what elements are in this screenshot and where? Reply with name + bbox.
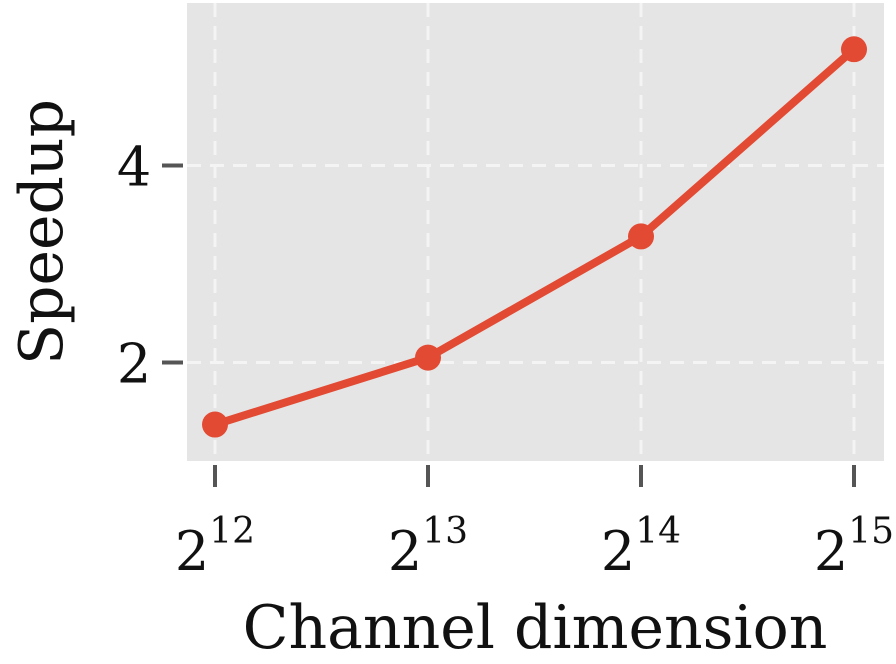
- data-point: [202, 411, 228, 438]
- grid-lines: [187, 3, 884, 461]
- x-tick-exponent: 15: [848, 511, 894, 552]
- x-tick-base: 2: [601, 520, 635, 583]
- y-tick-label: 4: [117, 136, 151, 199]
- data-point: [841, 36, 867, 63]
- y-axis-label: Speedup: [7, 99, 77, 365]
- x-tick-label: 214: [601, 511, 681, 583]
- axis-ticks: [162, 163, 856, 487]
- x-tick-base: 2: [388, 520, 422, 583]
- data-point: [628, 223, 654, 250]
- x-tick-label: 215: [814, 511, 894, 583]
- x-tick-label: 212: [175, 511, 255, 583]
- x-axis-label: Channel dimension: [243, 593, 828, 663]
- plot-panel: [187, 3, 884, 461]
- x-tick-label: 213: [388, 511, 468, 583]
- x-tick-exponent: 13: [422, 511, 468, 552]
- x-tick-base: 2: [814, 520, 848, 583]
- speedup-line: [211, 45, 858, 429]
- data-point: [415, 344, 441, 371]
- y-tick-label: 2: [117, 333, 151, 396]
- x-tick-exponent: 14: [635, 511, 681, 552]
- x-tick-exponent: 12: [209, 511, 255, 552]
- x-tick-base: 2: [175, 520, 209, 583]
- series-layer: [202, 36, 867, 438]
